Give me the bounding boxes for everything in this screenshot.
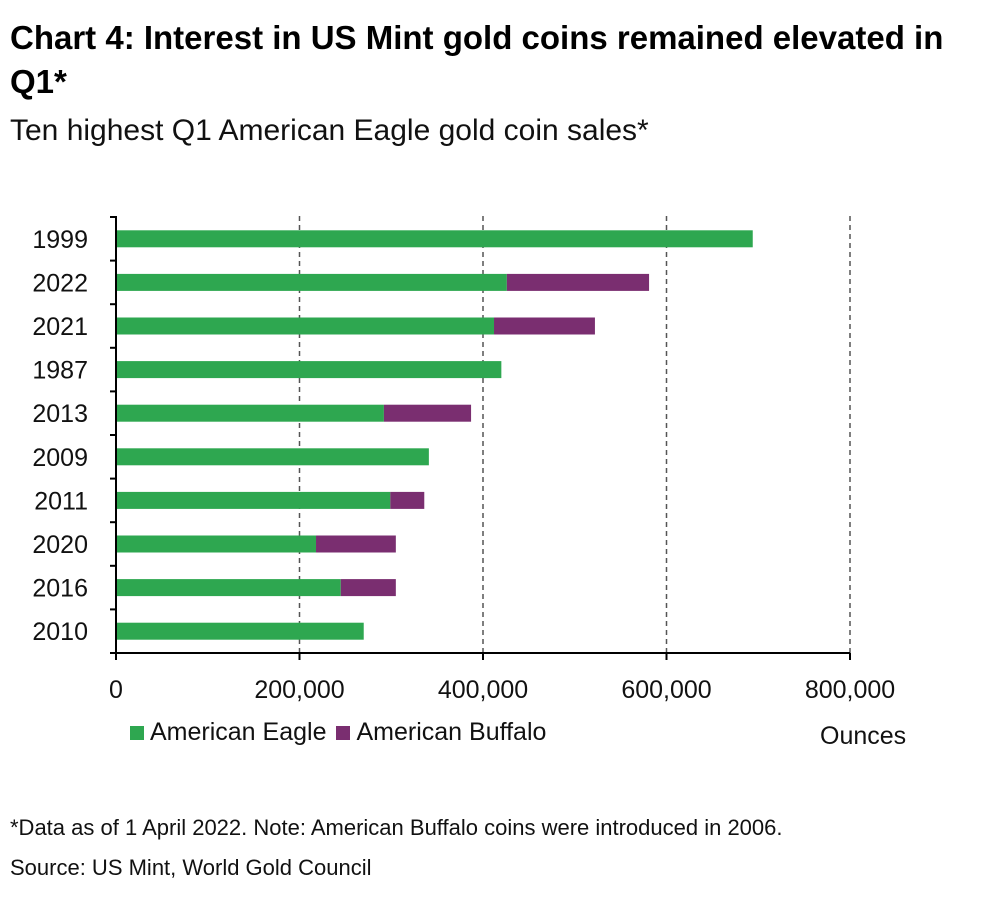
source-note: Source: US Mint, World Gold Council (10, 855, 372, 880)
legend-swatch-eagle (130, 725, 144, 740)
x-tick-label: 800,000 (805, 676, 895, 704)
bars (116, 230, 753, 640)
x-axis-label: Ounces (820, 722, 907, 750)
legend-label-buffalo: American Buffalo (356, 718, 547, 746)
bar-eagle-2016 (116, 579, 341, 597)
y-tick-label: 2013 (32, 400, 88, 428)
bar-buffalo-2021 (494, 317, 595, 335)
legend-swatch-buffalo (336, 725, 351, 740)
x-tick-label: 600,000 (621, 676, 711, 704)
y-tick-label: 1999 (32, 226, 88, 254)
bar-buffalo-2011 (390, 491, 425, 509)
x-tick-labels: 0 200,000 400,000 600,000 800,000 (109, 676, 895, 704)
y-tick-label: 2010 (32, 618, 88, 646)
y-tick-label: 2011 (34, 487, 88, 515)
legend-item-buffalo: American Buffalo (336, 718, 546, 747)
y-tick-label: 2009 (32, 444, 88, 472)
chart-title: Chart 4: Interest in US Mint gold coins … (10, 19, 944, 100)
x-tick-label: 400,000 (438, 676, 528, 704)
y-tick-labels: 1999 2022 2021 1987 2013 2009 2011 2020 2016 2010 (32, 226, 88, 646)
bar-buffalo-2013 (383, 404, 472, 422)
chart-subtitle: Ten highest Q1 American Eagle gold coin … (10, 114, 649, 147)
bar-buffalo-2020 (316, 535, 396, 553)
y-tick-label: 2021 (32, 313, 88, 341)
legend-label-eagle: American Eagle (150, 718, 327, 746)
bar-eagle-2020 (116, 535, 317, 553)
y-tick-label: 1987 (32, 357, 88, 385)
bar-eagle-1987 (116, 361, 502, 379)
legend-item-eagle: American Eagle (130, 718, 326, 747)
bar-buffalo-2022 (506, 273, 650, 291)
bar-eagle-2021 (116, 317, 495, 335)
bar-eagle-2010 (116, 622, 364, 640)
bar-buffalo-2016 (340, 579, 396, 597)
bar-eagle-1999 (116, 230, 753, 248)
bar-eagle-2011 (116, 491, 391, 509)
legend: American Eagle American Buffalo (130, 718, 556, 747)
bar-eagle-2022 (116, 273, 507, 291)
footnote: *Data as of 1 April 2022. Note: American… (10, 815, 783, 840)
bar-eagle-2013 (116, 404, 384, 422)
y-tick-label: 2016 (32, 575, 88, 603)
y-tick-label: 2020 (32, 531, 88, 559)
axes (110, 216, 851, 660)
y-tick-label: 2022 (32, 269, 88, 297)
x-tick-label: 0 (109, 676, 123, 704)
bar-eagle-2009 (116, 448, 429, 466)
x-tick-label: 200,000 (254, 676, 344, 704)
